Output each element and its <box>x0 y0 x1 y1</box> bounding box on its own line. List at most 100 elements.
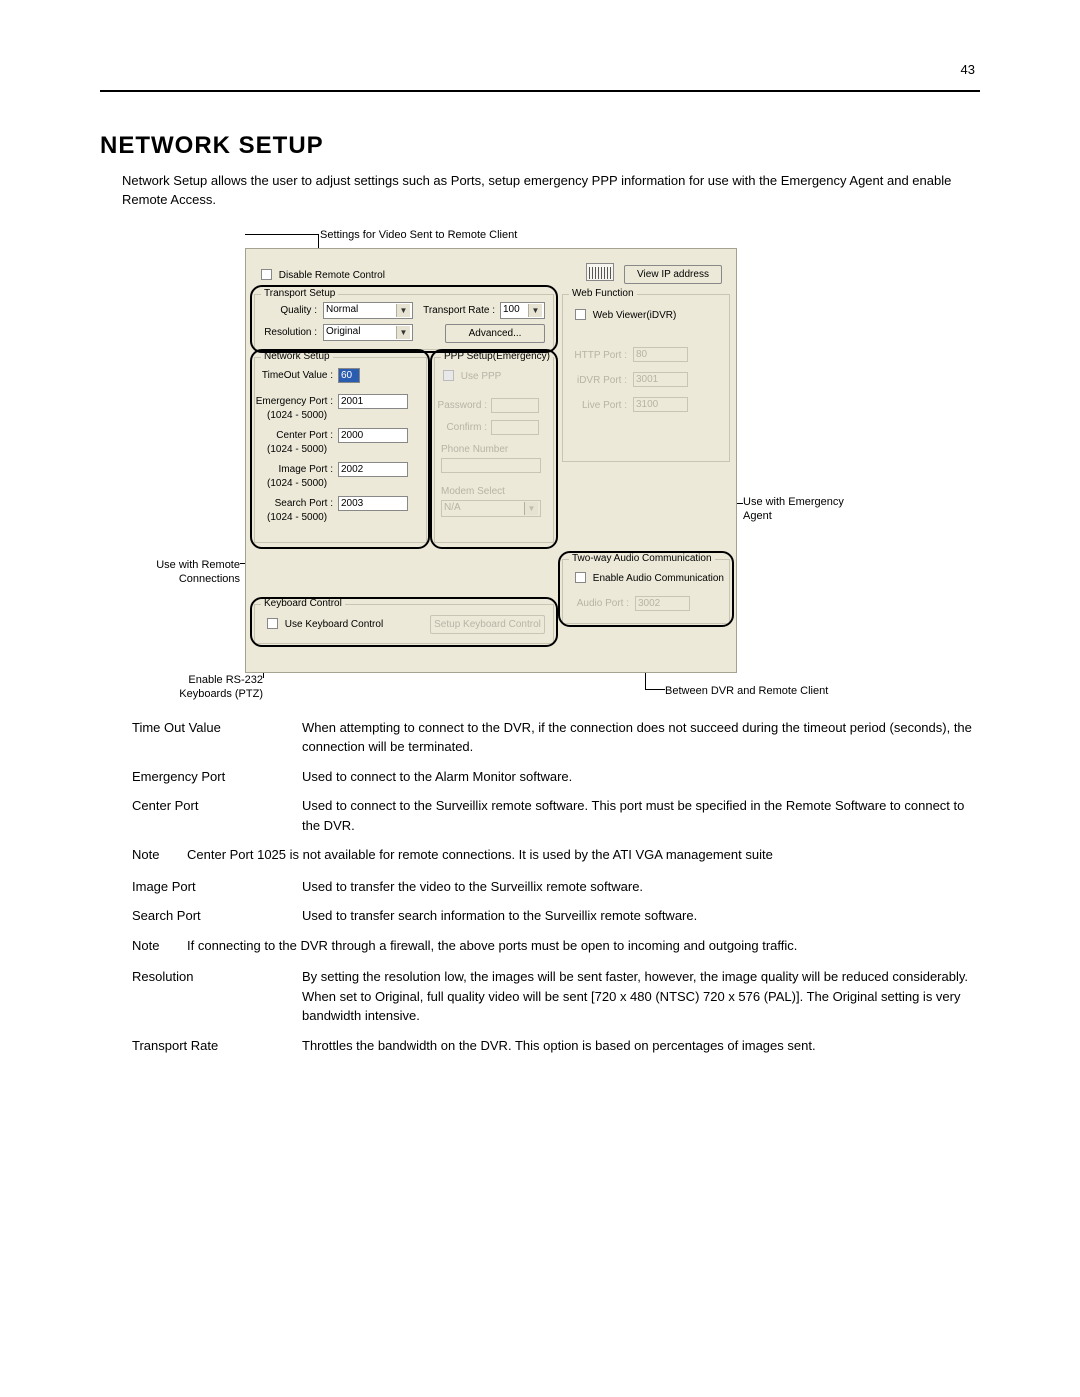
note-center-port: Note Center Port 1025 is not available f… <box>132 845 972 865</box>
def-desc: Throttles the bandwidth on the DVR. This… <box>302 1036 972 1056</box>
center-port-label: Center Port : <box>255 430 333 441</box>
note-label: Note <box>132 936 187 956</box>
timeout-input[interactable]: 60 <box>338 368 360 383</box>
timeout-label: TimeOut Value : <box>255 370 333 381</box>
center-port-hint: (1024 - 5000) <box>267 444 327 455</box>
ppp-confirm-input <box>491 420 539 435</box>
def-term: Search Port <box>132 906 302 926</box>
search-port-hint: (1024 - 5000) <box>267 512 327 523</box>
callout-line <box>645 689 665 690</box>
ppp-title: PPP Setup(Emergency) <box>441 351 553 362</box>
def-center-port: Center Port Used to connect to the Surve… <box>132 796 972 835</box>
note-label: Note <box>132 845 187 865</box>
http-port-label: HTTP Port : <box>567 350 627 361</box>
enable-audio-label: Enable Audio Communication <box>593 573 724 584</box>
def-resolution: Resolution By setting the resolution low… <box>132 967 972 1026</box>
callout-top: Settings for Video Sent to Remote Client <box>320 228 550 242</box>
transport-setup-group: Transport Setup Quality : Normal Transpo… <box>254 294 554 350</box>
network-setup-title: Network Setup <box>261 351 333 362</box>
def-term: Resolution <box>132 967 302 1026</box>
ppp-confirm-label: Confirm : <box>435 422 487 433</box>
def-desc: Used to transfer the video to the Survei… <box>302 877 972 897</box>
page-title: NETWORK SETUP <box>100 132 980 160</box>
def-desc: Used to connect to the Surveillix remote… <box>302 796 972 835</box>
page-number: 43 <box>961 62 975 77</box>
enable-audio-checkbox[interactable]: Enable Audio Communication <box>575 572 724 584</box>
ppp-phone-input <box>441 458 541 473</box>
callout-left-1: Use with Remote Connections <box>120 558 240 587</box>
intro-paragraph: Network Setup allows the user to adjust … <box>122 172 952 210</box>
checkbox-icon <box>443 370 454 381</box>
note-desc: Center Port 1025 is not available for re… <box>187 845 972 865</box>
def-term: Time Out Value <box>132 718 302 757</box>
audio-title: Two-way Audio Communication <box>569 553 715 564</box>
keyboard-icon <box>586 263 614 281</box>
audio-port-label: Audio Port : <box>569 598 629 609</box>
web-viewer-label: Web Viewer(iDVR) <box>593 310 677 321</box>
audio-port-input: 3002 <box>635 596 690 611</box>
network-setup-group: Network Setup TimeOut Value : 60 Emergen… <box>254 357 427 543</box>
search-port-label: Search Port : <box>255 498 333 509</box>
quality-combo[interactable]: Normal <box>323 302 413 319</box>
web-function-group: Web Function Web Viewer(iDVR) HTTP Port … <box>562 294 730 462</box>
def-term: Transport Rate <box>132 1036 302 1056</box>
transport-title: Transport Setup <box>261 288 338 299</box>
callout-right-1: Use with Emergency Agent <box>743 495 863 524</box>
rule-line <box>100 90 980 92</box>
resolution-combo[interactable]: Original <box>323 324 413 341</box>
search-port-input[interactable]: 2003 <box>338 496 408 511</box>
callout-line <box>245 234 319 235</box>
def-timeout: Time Out Value When attempting to connec… <box>132 718 972 757</box>
emergency-port-input[interactable]: 2001 <box>338 394 408 409</box>
use-keyboard-checkbox[interactable]: Use Keyboard Control <box>267 618 383 630</box>
image-port-label: Image Port : <box>255 464 333 475</box>
ppp-password-input <box>491 398 539 413</box>
checkbox-icon <box>261 269 272 280</box>
def-transport-rate: Transport Rate Throttles the bandwidth o… <box>132 1036 972 1056</box>
def-search-port: Search Port Used to transfer search info… <box>132 906 972 926</box>
audio-group: Two-way Audio Communication Enable Audio… <box>562 559 730 624</box>
resolution-label: Resolution : <box>255 327 317 338</box>
definitions: Time Out Value When attempting to connec… <box>132 718 972 1056</box>
def-emergency-port: Emergency Port Used to connect to the Al… <box>132 767 972 787</box>
def-image-port: Image Port Used to transfer the video to… <box>132 877 972 897</box>
disable-remote-checkbox[interactable]: Disable Remote Control <box>261 269 385 281</box>
ppp-setup-group: PPP Setup(Emergency) Use PPP Password : … <box>434 357 554 543</box>
web-viewer-checkbox[interactable]: Web Viewer(iDVR) <box>575 309 676 321</box>
disable-remote-label: Disable Remote Control <box>279 270 385 281</box>
quality-label: Quality : <box>255 305 317 316</box>
callout-left-2: Enable RS-232 Keyboards (PTZ) <box>153 673 263 702</box>
idvr-port-label: iDVR Port : <box>567 375 627 386</box>
checkbox-icon <box>575 309 586 320</box>
image-port-hint: (1024 - 5000) <box>267 478 327 489</box>
idvr-port-input: 3001 <box>633 372 688 387</box>
def-term: Emergency Port <box>132 767 302 787</box>
callout-right-2: Between DVR and Remote Client <box>665 684 865 698</box>
ppp-password-label: Password : <box>435 400 487 411</box>
web-function-title: Web Function <box>569 288 637 299</box>
def-desc: By setting the resolution low, the image… <box>302 967 972 1026</box>
setup-keyboard-button: Setup Keyboard Control <box>430 615 545 634</box>
transport-rate-combo[interactable]: 100 <box>500 302 545 319</box>
image-port-input[interactable]: 2002 <box>338 462 408 477</box>
use-ppp-label: Use PPP <box>461 371 502 382</box>
use-keyboard-label: Use Keyboard Control <box>285 619 383 630</box>
live-port-input: 3100 <box>633 397 688 412</box>
ppp-modem-label: Modem Select <box>441 486 531 497</box>
def-term: Image Port <box>132 877 302 897</box>
advanced-button[interactable]: Advanced... <box>445 324 545 343</box>
def-desc: Used to transfer search information to t… <box>302 906 972 926</box>
view-ip-button[interactable]: View IP address <box>624 265 722 284</box>
checkbox-icon <box>267 618 278 629</box>
emergency-port-hint: (1024 - 5000) <box>267 410 327 421</box>
center-port-input[interactable]: 2000 <box>338 428 408 443</box>
keyboard-title: Keyboard Control <box>261 598 345 609</box>
def-term: Center Port <box>132 796 302 835</box>
note-desc: If connecting to the DVR through a firew… <box>187 936 972 956</box>
live-port-label: Live Port : <box>567 400 627 411</box>
ppp-phone-label: Phone Number <box>441 444 531 455</box>
network-setup-diagram: Settings for Video Sent to Remote Client… <box>100 228 980 708</box>
def-desc: Used to connect to the Alarm Monitor sof… <box>302 767 972 787</box>
network-setup-dialog: Disable Remote Control View IP address T… <box>245 248 737 673</box>
checkbox-icon <box>575 572 586 583</box>
